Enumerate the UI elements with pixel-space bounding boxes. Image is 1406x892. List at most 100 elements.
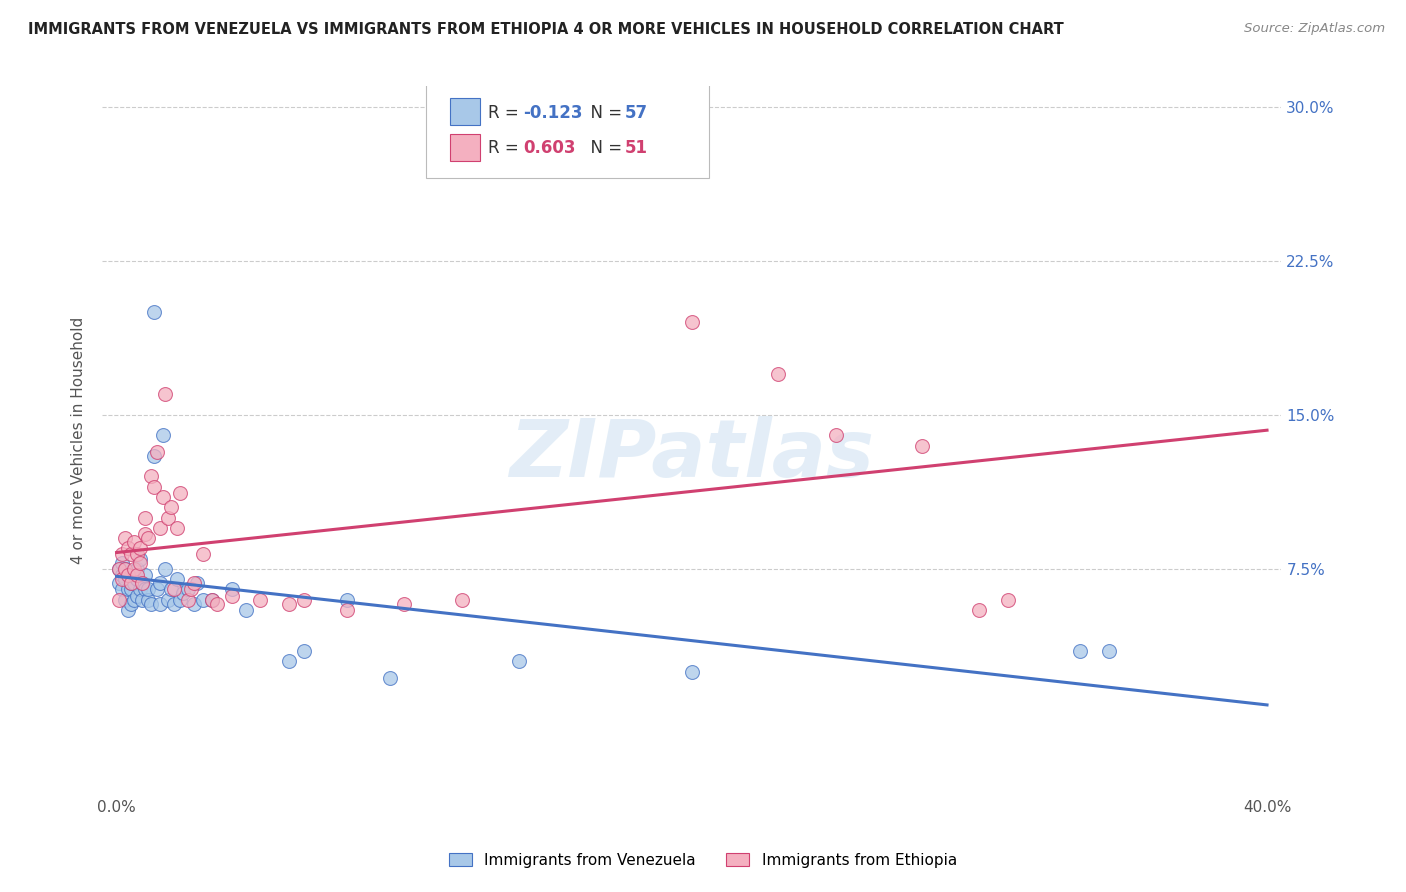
Point xyxy=(134,568,156,582)
Point xyxy=(149,597,172,611)
Point xyxy=(146,445,169,459)
Point xyxy=(108,576,131,591)
Point xyxy=(183,597,205,611)
Point xyxy=(207,597,229,611)
Point xyxy=(172,586,194,600)
Point xyxy=(122,592,145,607)
Point xyxy=(131,576,153,591)
Point xyxy=(336,592,359,607)
Point xyxy=(143,305,166,319)
Point xyxy=(131,592,153,607)
Point xyxy=(136,592,159,607)
Point xyxy=(200,592,222,607)
Point xyxy=(146,582,169,597)
Point xyxy=(163,597,186,611)
Point xyxy=(191,592,214,607)
Point xyxy=(139,469,162,483)
Point xyxy=(120,576,142,591)
Point xyxy=(152,428,174,442)
Point xyxy=(183,576,205,591)
Point xyxy=(114,572,136,586)
Text: N =: N = xyxy=(579,104,627,122)
Point xyxy=(120,576,142,591)
Point xyxy=(117,603,139,617)
Point xyxy=(125,562,148,576)
Point xyxy=(180,582,202,597)
Text: Source: ZipAtlas.com: Source: ZipAtlas.com xyxy=(1244,22,1385,36)
Point xyxy=(392,597,415,611)
Point xyxy=(235,603,257,617)
Point xyxy=(114,531,136,545)
Point xyxy=(128,541,150,556)
Point xyxy=(111,556,134,570)
Point xyxy=(157,592,180,607)
Text: -0.123: -0.123 xyxy=(523,104,582,122)
Point xyxy=(155,562,177,576)
Point xyxy=(278,654,301,668)
Point xyxy=(149,576,172,591)
Point xyxy=(120,582,142,597)
Y-axis label: 4 or more Vehicles in Household: 4 or more Vehicles in Household xyxy=(72,317,86,564)
Point xyxy=(824,428,846,442)
Point xyxy=(149,521,172,535)
Point xyxy=(108,562,131,576)
Point xyxy=(1098,644,1121,658)
Point xyxy=(766,367,789,381)
FancyBboxPatch shape xyxy=(450,134,479,161)
Point xyxy=(166,521,188,535)
Point xyxy=(160,500,183,515)
Point xyxy=(508,654,530,668)
Point xyxy=(114,562,136,576)
Text: 57: 57 xyxy=(624,104,648,122)
Text: 51: 51 xyxy=(624,139,648,157)
Point xyxy=(1069,644,1091,658)
Point xyxy=(169,592,191,607)
Point xyxy=(120,597,142,611)
Point xyxy=(336,603,359,617)
Point xyxy=(128,582,150,597)
Point xyxy=(122,564,145,578)
Text: N =: N = xyxy=(579,139,627,157)
Point xyxy=(143,449,166,463)
Point xyxy=(157,510,180,524)
Point xyxy=(177,582,200,597)
Point xyxy=(911,439,934,453)
Point xyxy=(169,486,191,500)
Point xyxy=(125,572,148,586)
Point xyxy=(117,582,139,597)
Point xyxy=(136,531,159,545)
Point xyxy=(122,535,145,549)
FancyBboxPatch shape xyxy=(426,83,710,178)
Point xyxy=(125,589,148,603)
Point xyxy=(681,665,703,679)
Point xyxy=(221,582,243,597)
Point xyxy=(681,316,703,330)
Text: IMMIGRANTS FROM VENEZUELA VS IMMIGRANTS FROM ETHIOPIA 4 OR MORE VEHICLES IN HOUS: IMMIGRANTS FROM VENEZUELA VS IMMIGRANTS … xyxy=(28,22,1064,37)
Text: R =: R = xyxy=(488,104,524,122)
Point xyxy=(155,387,177,401)
Point xyxy=(537,151,560,165)
Legend: Immigrants from Venezuela, Immigrants from Ethiopia: Immigrants from Venezuela, Immigrants fr… xyxy=(441,845,965,875)
Point xyxy=(108,562,131,576)
Point xyxy=(136,582,159,597)
Point xyxy=(120,548,142,562)
Point xyxy=(117,568,139,582)
Text: 0.603: 0.603 xyxy=(523,139,575,157)
Point xyxy=(131,576,153,591)
Point xyxy=(117,541,139,556)
Text: ZIPatlas: ZIPatlas xyxy=(509,416,875,493)
Point xyxy=(166,572,188,586)
Point xyxy=(292,644,315,658)
Point xyxy=(969,603,991,617)
Point xyxy=(278,597,301,611)
Point xyxy=(143,480,166,494)
Point xyxy=(111,548,134,562)
Point xyxy=(450,592,472,607)
Point xyxy=(134,527,156,541)
Point xyxy=(997,592,1019,607)
Point xyxy=(163,582,186,597)
Point xyxy=(191,548,214,562)
Point xyxy=(122,562,145,576)
FancyBboxPatch shape xyxy=(450,98,479,125)
Point xyxy=(128,556,150,570)
